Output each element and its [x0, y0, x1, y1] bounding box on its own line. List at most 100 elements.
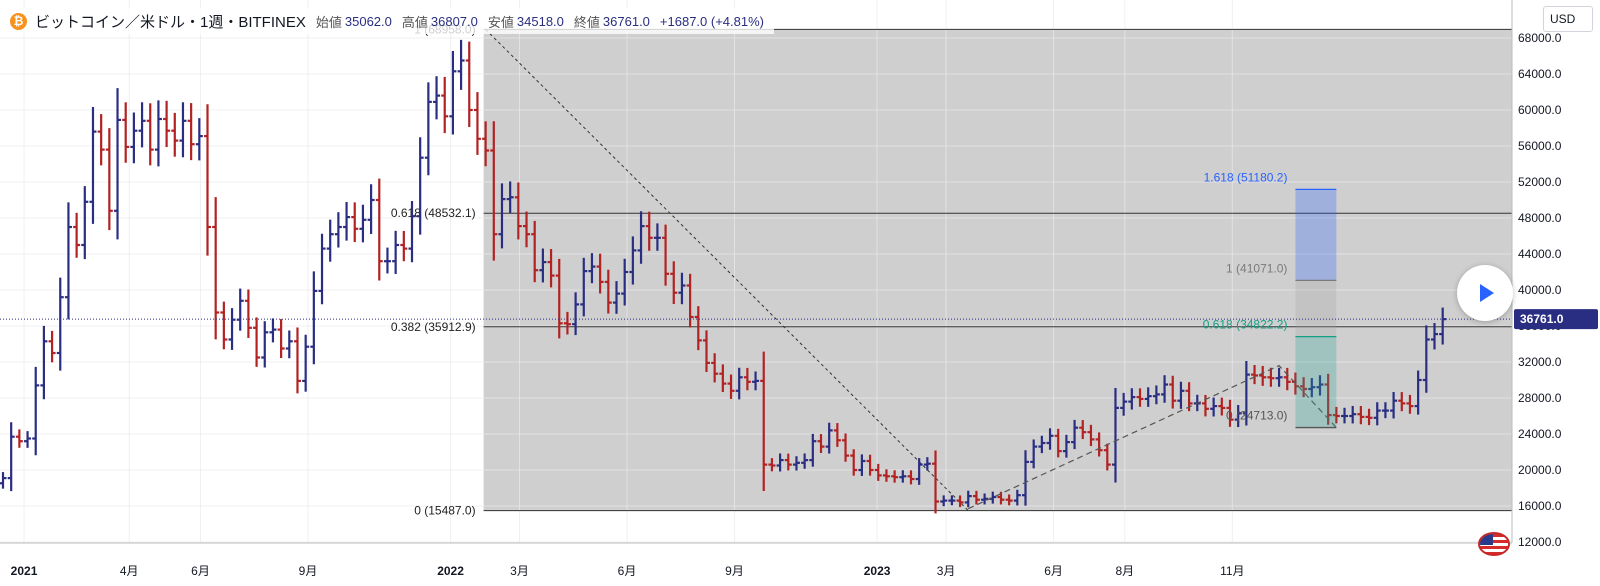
- x-tick-label: 3月: [510, 564, 529, 578]
- close-label: 終値: [573, 14, 600, 30]
- ohlc-bar: [506, 181, 514, 214]
- ohlc-bar: [7, 422, 15, 492]
- open-value: 35062.0: [344, 13, 392, 29]
- ohlc-bar: [1030, 439, 1038, 469]
- ohlc-bar: [163, 100, 171, 148]
- y-tick-label: 44000.0: [1518, 247, 1562, 261]
- ohlc-bar: [645, 211, 653, 251]
- x-tick-label: 2023: [864, 564, 891, 578]
- ohlc-bar: [1013, 489, 1021, 506]
- fib-extension-zone-lower: [1295, 336, 1337, 428]
- last-price-value: 36761.0: [1520, 312, 1564, 326]
- ohlc-bar: [653, 223, 661, 251]
- y-tick-label: 48000.0: [1518, 211, 1562, 225]
- last-price-badge: [1514, 309, 1598, 330]
- ohlc-bar: [907, 470, 915, 485]
- ohlc-bar: [670, 261, 678, 304]
- ohlc-bar: [1128, 388, 1136, 410]
- ohlc-bar: [604, 269, 612, 314]
- ohlc-bar: [269, 318, 277, 343]
- ohlc-bar: [351, 202, 359, 243]
- ohlc-bar: [514, 182, 522, 240]
- symbol-legend: ₿ ビットコイン／米ドル・1週・BITFINEX 始値 35062.0 高値 3…: [6, 8, 774, 34]
- ohlc-bar: [285, 330, 293, 359]
- play-button[interactable]: [1457, 265, 1513, 321]
- ohlc-bar: [547, 248, 555, 288]
- ohlc-bar: [776, 453, 784, 472]
- high-value: 36807.0: [430, 13, 478, 29]
- ohlc-bar: [1373, 402, 1381, 426]
- ohlc-bar: [727, 374, 735, 399]
- ohlc-bar: [858, 454, 866, 476]
- ohlc-bar: [891, 470, 899, 483]
- fib-level-label: 0.382 (35912.9): [391, 320, 476, 334]
- ohlc-bar: [932, 450, 940, 514]
- ohlc-bar: [1087, 424, 1095, 447]
- ohlc-bar: [1406, 394, 1414, 414]
- ohlc-bar: [768, 458, 776, 472]
- ohlc-bar: [433, 76, 441, 120]
- ohlc-bar: [531, 220, 539, 283]
- ohlc-bar: [228, 308, 236, 350]
- x-tick-label: 9月: [299, 564, 318, 578]
- ohlc-bar: [56, 277, 64, 371]
- ohlc-bar: [792, 456, 800, 471]
- ohlc-bar: [482, 121, 490, 167]
- ohlc-bar: [24, 431, 32, 448]
- ohlc-bar: [261, 321, 269, 368]
- ohlc-bar: [801, 453, 809, 469]
- ohlc-bar: [817, 434, 825, 454]
- ohlc-bar: [686, 273, 694, 328]
- ohlc-bar: [1038, 435, 1046, 454]
- close-value: 36761.0: [602, 13, 650, 29]
- ohlc-bar: [1177, 381, 1185, 409]
- ohlc-bar: [97, 114, 105, 166]
- currency-button[interactable]: USD: [1543, 6, 1593, 32]
- ohlc-bar: [318, 233, 326, 305]
- ohlc-bar: [1054, 428, 1062, 458]
- ohlc-bar: [64, 202, 72, 320]
- ohlc-bar: [1111, 388, 1119, 483]
- ohlc-bar: [392, 230, 400, 274]
- time-axis-panel[interactable]: [0, 543, 1600, 586]
- open-label: 始値: [315, 14, 342, 30]
- x-tick-label: 3月: [937, 564, 956, 578]
- ohlc-bar: [122, 102, 130, 163]
- ohlc-bar: [114, 88, 122, 240]
- ohlc-bar: [1152, 385, 1160, 405]
- ohlc-bar: [596, 253, 604, 294]
- ohlc-bar: [1300, 377, 1308, 398]
- us-flag-icon[interactable]: [1478, 532, 1510, 556]
- ohlc-bar: [1201, 394, 1209, 417]
- low-value: 34518.0: [516, 13, 564, 29]
- ohlc-bar: [940, 495, 948, 507]
- ohlc-bar: [874, 463, 882, 481]
- fib-retracement-zone: [483, 29, 1512, 511]
- change-value: +1687.0 (+4.81%): [659, 13, 764, 29]
- x-tick-label: 2021: [11, 564, 38, 578]
- ohlc-bar: [408, 201, 416, 263]
- ohlc-bar: [760, 351, 768, 491]
- ohlc-bar: [702, 330, 710, 372]
- fib-extension-label: 0 (24713.0): [1226, 409, 1287, 423]
- ohlc-bar: [1095, 432, 1103, 457]
- y-tick-label: 52000.0: [1518, 175, 1562, 189]
- ohlc-bar: [948, 495, 956, 506]
- x-tick-label: 11月: [1220, 564, 1244, 578]
- ohlc-bar: [1210, 397, 1218, 417]
- ohlc-bar: [73, 212, 81, 258]
- price-axis-panel[interactable]: [1512, 0, 1600, 586]
- ohlc-bar: [253, 317, 261, 367]
- ohlc-bar: [842, 433, 850, 462]
- ohlc-bar: [105, 128, 113, 231]
- fib-extension-label: 1.618 (51180.2): [1204, 170, 1288, 184]
- ohlc-bar: [809, 433, 817, 467]
- ohlc-bar: [441, 76, 449, 134]
- ohlc-bar: [981, 493, 989, 505]
- ohlc-bar: [1242, 361, 1250, 426]
- ohlc-bar: [236, 288, 244, 331]
- ohlc-bar: [416, 137, 424, 235]
- symbol-title[interactable]: ビットコイン／米ドル・1週・BITFINEX: [35, 13, 306, 31]
- x-tick-label: 4月: [120, 564, 139, 578]
